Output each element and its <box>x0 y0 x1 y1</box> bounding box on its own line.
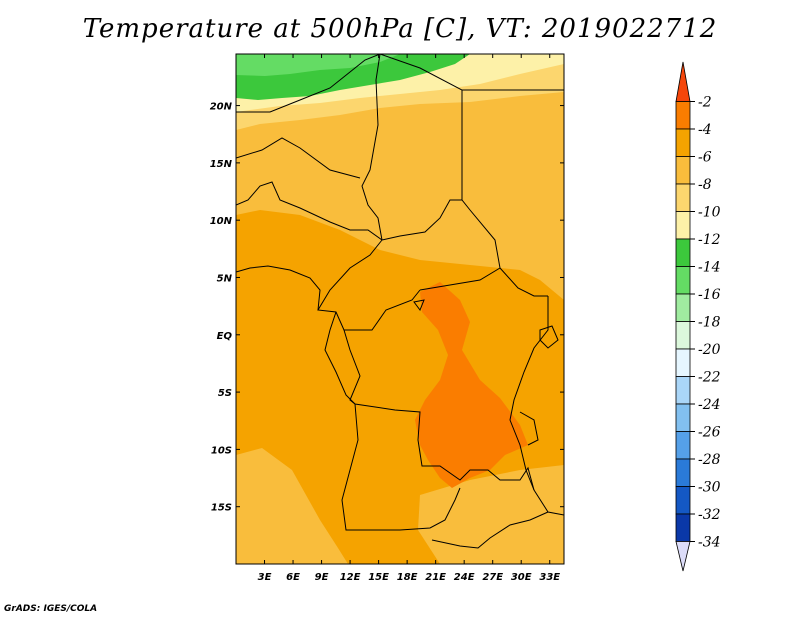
coastline-gulf-of-guinea <box>236 265 321 311</box>
border-mali-niger <box>236 137 361 179</box>
colorbar-label: -34 <box>698 535 721 551</box>
y-tick-label: 20N <box>210 102 233 113</box>
x-tick-label: 9E <box>315 572 329 583</box>
colorbar-box-13 <box>675 431 691 460</box>
border-angola-namibia <box>341 403 461 531</box>
x-tick-label: 12E <box>340 572 361 583</box>
colorbar-label: -12 <box>698 232 721 248</box>
coastline-gabon-congo <box>324 311 356 405</box>
y-tick-label: 5N <box>217 273 233 284</box>
x-tick-label: 15E <box>368 572 389 583</box>
colorbar: -2 -4 -6 -8 -10 -12 -14 -16 -18 -20 -22 -24 -26 -28 -3… <box>675 61 721 572</box>
border-niger-chad <box>361 54 383 241</box>
colorbar-box-11 <box>675 376 691 405</box>
y-tick-label: 10S <box>211 445 232 456</box>
colorbar-box-10 <box>675 348 691 377</box>
x-tick-label: 30E <box>511 572 532 583</box>
y-axis: 20N 15N 10N 5N EQ 5S 10S 15S <box>210 102 564 514</box>
temperature-field <box>236 54 564 564</box>
colorbar-box-15 <box>675 486 691 515</box>
colorbar-label: -26 <box>698 425 721 441</box>
colorbar-box-5 <box>675 211 691 240</box>
map-title: Temperature at 500hPa [C], VT: 201902271… <box>82 14 718 44</box>
x-tick-label: 3E <box>258 572 272 583</box>
colorbar-label: -30 <box>698 480 721 496</box>
plot-frame <box>235 53 565 565</box>
colorbar-top-triangle <box>675 61 691 102</box>
grads-credit: GrADS: IGES/COLA <box>4 604 98 614</box>
border-east-africa <box>509 296 564 516</box>
colorbar-box-8 <box>675 293 691 322</box>
colorbar-box-1 <box>675 101 691 130</box>
field-minus6-to-8-southwest <box>236 448 348 564</box>
colorbar-label: -18 <box>698 315 721 331</box>
border-burkina-nigeria <box>236 181 383 241</box>
colorbar-label: -14 <box>698 260 721 276</box>
colorbar-box-3 <box>675 156 691 185</box>
lake-victoria <box>539 325 559 349</box>
colorbar-box-16 <box>675 513 691 542</box>
colorbar-label: -32 <box>698 507 721 523</box>
y-tick-label: 15S <box>211 503 232 514</box>
y-tick-label: 5S <box>218 388 232 399</box>
lake-tanganyika <box>519 411 539 446</box>
x-tick-label: 18E <box>397 572 418 583</box>
colorbar-label: -4 <box>698 122 712 138</box>
border-algeria-south <box>236 54 381 113</box>
colorbar-label: -6 <box>698 150 712 166</box>
x-tick-label: 24E <box>454 572 475 583</box>
x-tick-label: 21E <box>425 572 446 583</box>
lake-small <box>413 299 425 312</box>
colorbar-label: -10 <box>698 205 721 221</box>
colorbar-box-6 <box>675 238 691 267</box>
colorbar-label: -2 <box>698 95 712 111</box>
x-tick-label: 6E <box>286 572 300 583</box>
field-minus6-to-8-southeast <box>418 465 564 564</box>
border-botswana-zimbabwe <box>431 511 549 549</box>
colorbar-box-7 <box>675 266 691 295</box>
border-car-drc <box>419 267 501 291</box>
colorbar-box-2 <box>675 128 691 157</box>
border-car-sudan <box>381 199 548 297</box>
y-tick-label: 15N <box>210 159 233 170</box>
border-drc-angola-zambia <box>343 329 535 491</box>
field-minus14-to-16 <box>236 54 400 76</box>
border-libya <box>379 54 463 200</box>
y-tick-label: EQ <box>217 331 233 342</box>
x-axis: 3E 6E 9E 12E 15E 18E 21E 24E 27E 30E 33E <box>258 54 560 583</box>
colorbar-box-9 <box>675 321 691 350</box>
x-tick-label: 27E <box>482 572 503 583</box>
colorbar-box-12 <box>675 403 691 432</box>
colorbar-box-14 <box>675 458 691 487</box>
colorbar-label: -24 <box>698 397 721 413</box>
colorbar-bottom-triangle <box>675 541 691 572</box>
colorbar-box-4 <box>675 183 691 212</box>
y-tick-label: 10N <box>210 216 233 227</box>
colorbar-label: -20 <box>698 342 721 358</box>
x-tick-label: 33E <box>539 572 560 583</box>
colorbar-label: -22 <box>698 370 721 386</box>
field-minus2-to-4 <box>415 282 528 488</box>
colorbar-label: -16 <box>698 287 721 303</box>
country-borders <box>236 54 564 549</box>
colorbar-label: -28 <box>698 452 721 468</box>
colorbar-label: -8 <box>698 177 712 193</box>
